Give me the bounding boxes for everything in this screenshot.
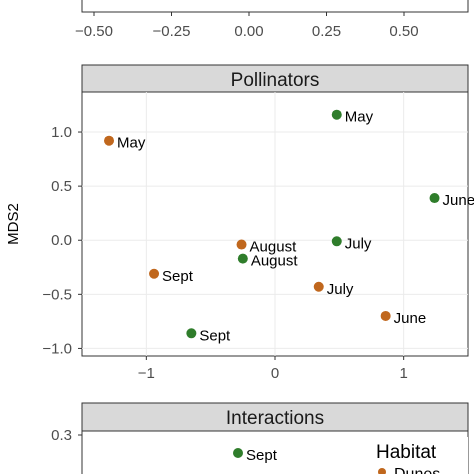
pollinators-point-forest-sept [186,328,197,339]
pollinators-points: May August Sept July June May June July August Se… [104,109,474,344]
pollinators-x-axis: −1 0 1 [138,356,408,382]
pollinators-x-tick-label: 1 [399,365,407,382]
pollinators-y-tick-label: 0.5 [51,178,72,195]
pollinators-y-tick-label: 1.0 [51,124,72,141]
pollinators-point-label-dunes-may: May [117,135,146,152]
top-panel: −0.50 −0.25 0.00 0.25 0.50 [75,0,469,40]
interactions-point-sept [233,448,243,458]
pollinators-y-tick-label: 0.0 [51,232,72,249]
pollinators-point-forest-june [429,193,440,204]
pollinators-x-tick-label: 0 [271,365,279,382]
interactions-title: Interactions [226,408,324,429]
pollinators-point-forest-july [331,236,342,247]
pollinators-strip [81,64,469,93]
pollinators-point-forest-may [331,109,342,120]
top-panel-border [81,0,469,13]
pollinators-point-dunes-august [236,239,247,250]
top-x-tick-label: 0.25 [312,23,341,40]
pollinators-x-tick-label: −1 [138,365,155,382]
pollinators-gridlines [82,92,468,356]
pollinators-point-dunes-july [313,281,324,292]
top-x-tick-label: −0.25 [153,23,191,40]
legend-label-dunes: Dunes [394,466,440,474]
legend: Habitat Dunes [364,437,468,474]
legend-background [364,437,468,474]
top-x-axis: −0.50 −0.25 0.00 0.25 0.50 [75,12,419,40]
legend-key-dunes [378,468,386,474]
pollinators-point-dunes-sept [149,268,160,279]
interactions-point-label-sept: Sept [246,447,278,464]
interactions-y-tick-label: 0.3 [51,427,72,444]
interactions-strip [81,402,469,432]
legend-title: Habitat [376,442,437,463]
pollinators-point-label-dunes-sept: Sept [162,268,194,285]
pollinators-point-label-dunes-june: June [394,310,427,327]
pollinators-point-label-forest-august: August [251,253,299,270]
top-x-tick-label: 0.00 [234,23,263,40]
pollinators-y-axis-title: MDS2 [5,203,22,245]
pollinators-point-label-forest-may: May [345,109,374,126]
pollinators-point-label-dunes-august: August [250,239,298,256]
pollinators-point-label-dunes-july: July [327,281,354,298]
pollinators-point-label-forest-sept: Sept [199,327,231,344]
pollinators-point-forest-august [237,253,248,264]
top-x-tick-label: −0.50 [75,23,113,40]
interactions-panel: Interactions 0.3 Sept Habitat Dunes [51,402,469,474]
pollinators-point-dunes-may [104,135,115,146]
pollinators-point-label-forest-june: June [443,192,474,209]
top-x-tick-label: 0.50 [389,23,418,40]
pollinators-y-tick-label: −1.0 [42,340,72,357]
pollinators-title: Pollinators [231,70,320,91]
pollinators-point-dunes-june [380,310,391,321]
pollinators-point-label-forest-july: July [345,235,372,252]
pollinators-y-axis: −1.0 −0.5 0.0 0.5 1.0 [42,124,82,357]
pollinators-panel: Pollinators −1.0 −0.5 0.0 0.5 1.0 −1 0 1 May Au… [5,64,474,382]
pollinators-y-tick-label: −0.5 [42,286,72,303]
